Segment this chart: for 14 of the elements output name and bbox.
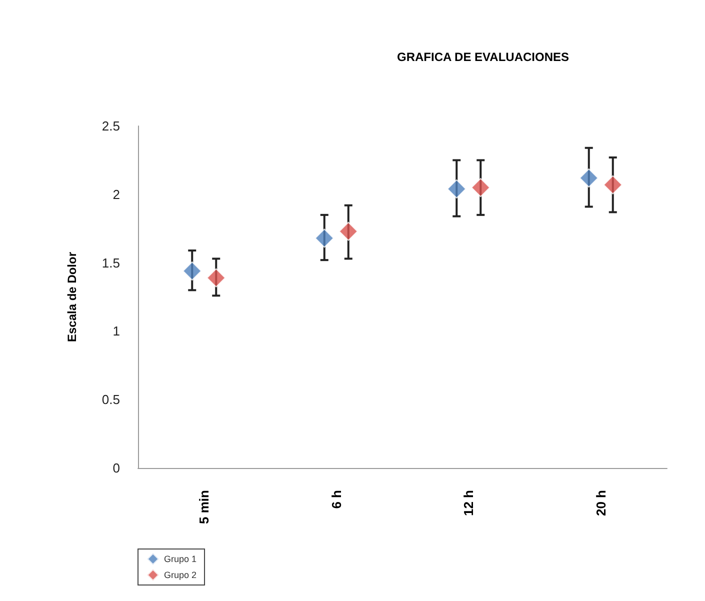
legend-label: Grupo 1 — [164, 554, 197, 564]
y-tick-label: 2.5 — [102, 118, 120, 134]
chart-title: GRAFICA DE EVALUACIONES — [396, 50, 570, 64]
y-tick-label: 1 — [112, 324, 120, 339]
y-tick-label: 0 — [112, 460, 120, 476]
x-tick-label: 5 min — [196, 490, 212, 524]
y-tick-label: 1.5 — [102, 255, 120, 270]
y-axis-title: Escala de Dolor — [65, 252, 79, 342]
legend-label: Grupo 2 — [164, 570, 197, 580]
x-tick-label: 6 h — [328, 490, 344, 509]
x-tick-label: 12 h — [461, 490, 476, 516]
x-tick-label: 20 h — [593, 490, 608, 516]
y-tick-label: 0.5 — [102, 392, 120, 408]
y-tick-label: 2 — [112, 186, 120, 202]
